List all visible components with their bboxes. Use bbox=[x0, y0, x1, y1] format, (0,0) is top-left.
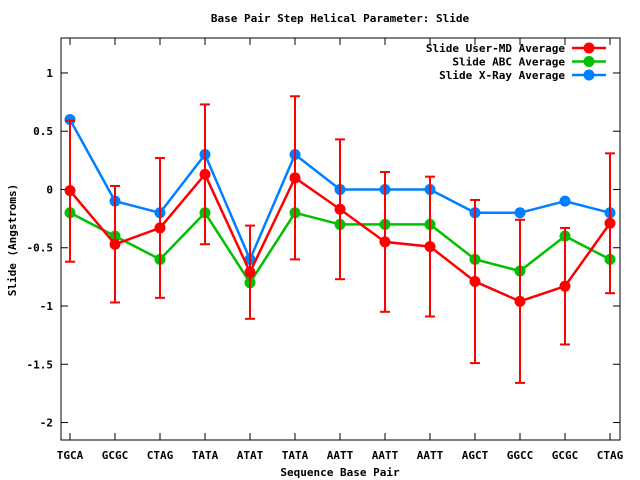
data-point bbox=[514, 207, 526, 219]
x-tick-label: AATT bbox=[372, 449, 399, 462]
legend-label: Slide X-Ray Average bbox=[439, 69, 565, 82]
data-point bbox=[559, 280, 571, 292]
data-point bbox=[379, 236, 391, 248]
y-tick-label: 0 bbox=[46, 183, 53, 196]
y-tick-label: -0.5 bbox=[27, 242, 54, 255]
data-point bbox=[559, 195, 571, 207]
y-tick-label: 0.5 bbox=[33, 125, 53, 138]
data-point bbox=[244, 266, 256, 278]
x-tick-label: AATT bbox=[327, 449, 354, 462]
legend-marker bbox=[583, 42, 595, 54]
data-point bbox=[109, 238, 121, 250]
data-point bbox=[154, 222, 166, 234]
legend-label: Slide User-MD Average bbox=[426, 42, 565, 55]
x-tick-label: AGCT bbox=[462, 449, 489, 462]
x-tick-label: TGCA bbox=[57, 449, 84, 462]
x-tick-label: GCGC bbox=[552, 449, 579, 462]
data-point bbox=[64, 114, 76, 126]
series-0 bbox=[64, 95, 616, 384]
x-tick-label: CTAG bbox=[147, 449, 174, 462]
axis-ticks: -2 -1.5 -1 -0.5 0 0.5 1 TGCA GCGC CTAG TATA ATAT TAT… bbox=[27, 38, 624, 462]
data-point bbox=[424, 241, 436, 253]
y-tick-label: -2 bbox=[40, 417, 53, 430]
legend-marker bbox=[583, 69, 595, 81]
data-point bbox=[604, 217, 616, 229]
y-tick-label: 1 bbox=[46, 67, 53, 80]
x-tick-label: TATA bbox=[192, 449, 219, 462]
x-axis-label: Sequence Base Pair bbox=[280, 466, 400, 479]
data-point bbox=[64, 185, 76, 197]
x-tick-label: CTAG bbox=[597, 449, 624, 462]
data-point bbox=[334, 203, 346, 215]
x-tick-label: GCGC bbox=[102, 449, 129, 462]
data-point bbox=[469, 276, 481, 288]
y-tick-label: -1.5 bbox=[27, 358, 54, 371]
y-tick-label: -1 bbox=[40, 300, 54, 313]
data-point bbox=[199, 168, 211, 180]
legend-label: Slide ABC Average bbox=[452, 56, 565, 69]
data-point bbox=[514, 295, 526, 307]
series-layer bbox=[64, 95, 616, 384]
x-tick-label: TATA bbox=[282, 449, 309, 462]
x-tick-label: GGCC bbox=[507, 449, 534, 462]
data-point bbox=[289, 172, 301, 184]
legend-marker bbox=[583, 56, 595, 67]
x-tick-label: ATAT bbox=[237, 449, 264, 462]
y-axis-label: Slide (Angstroms) bbox=[6, 184, 19, 297]
chart-title: Base Pair Step Helical Parameter: Slide bbox=[211, 12, 470, 25]
x-tick-label: AATT bbox=[417, 449, 444, 462]
